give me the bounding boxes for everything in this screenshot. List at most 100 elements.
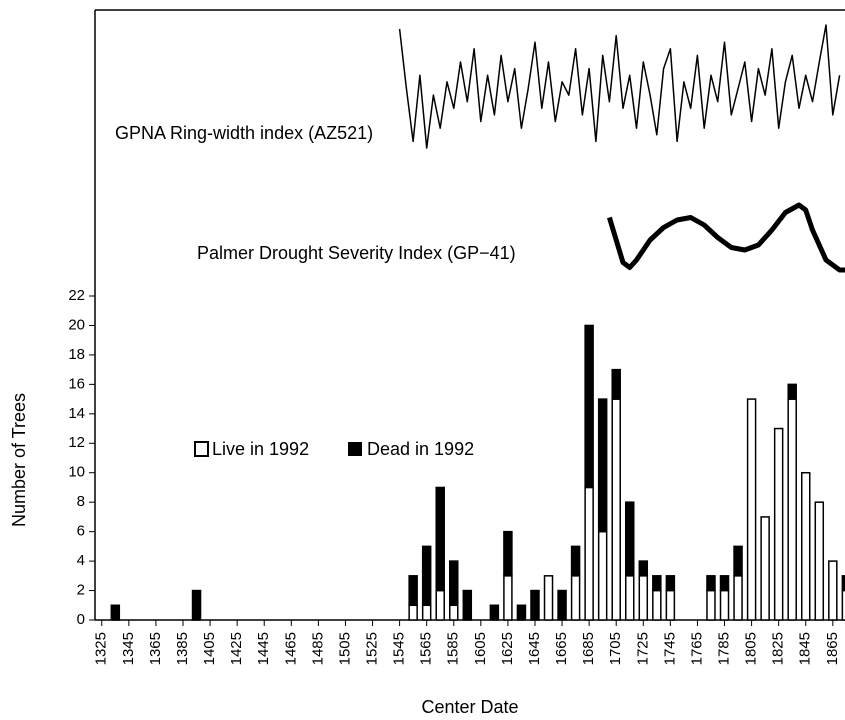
bar xyxy=(597,530,608,621)
x-tick-label: 1525 xyxy=(363,632,380,665)
bar xyxy=(584,324,594,489)
x-tick-label: 1445 xyxy=(255,632,272,665)
bar xyxy=(800,471,811,621)
x-tick-label: 1605 xyxy=(472,632,489,665)
x-tick-label: 1785 xyxy=(715,632,732,665)
bar xyxy=(638,560,649,577)
x-tick-label: 1485 xyxy=(309,632,326,665)
bar xyxy=(814,501,825,621)
bar xyxy=(435,589,445,621)
bar xyxy=(570,545,581,577)
x-tick-label: 1405 xyxy=(201,632,218,665)
bar xyxy=(408,604,418,621)
bar xyxy=(624,575,635,621)
x-axis-label: Center Date xyxy=(421,697,518,717)
y-tick-label: 10 xyxy=(68,464,85,481)
bar xyxy=(760,516,770,621)
bar xyxy=(787,398,797,621)
y-tick-label: 20 xyxy=(68,316,85,333)
y-tick-label: 22 xyxy=(68,287,85,304)
bar xyxy=(841,575,845,592)
y-axis-label: Number of Trees xyxy=(9,393,29,527)
x-tick-label: 1425 xyxy=(228,632,245,665)
y-tick-label: 6 xyxy=(77,523,85,540)
x-tick-label: 1685 xyxy=(580,632,597,665)
y-tick-label: 12 xyxy=(68,434,85,451)
y-tick-label: 8 xyxy=(77,493,85,510)
legend-label: Dead in 1992 xyxy=(367,439,474,459)
bar xyxy=(638,575,649,621)
bar xyxy=(489,604,500,621)
x-tick-label: 1705 xyxy=(607,632,624,665)
y-tick-label: 2 xyxy=(77,582,85,599)
bar xyxy=(570,575,581,621)
bar xyxy=(435,486,445,592)
line-label: GPNA Ring-width index (AZ521) xyxy=(115,123,373,143)
x-tick-label: 1385 xyxy=(174,632,191,665)
bar xyxy=(787,383,797,400)
x-tick-label: 1845 xyxy=(797,632,814,665)
bar xyxy=(557,589,567,621)
index-line xyxy=(398,24,841,149)
line-label: Palmer Drought Severity Index (GP−41) xyxy=(197,243,516,263)
x-tick-label: 1825 xyxy=(770,632,787,665)
x-tick-label: 1325 xyxy=(93,632,110,665)
y-tick-label: 0 xyxy=(77,611,85,628)
x-tick-label: 1505 xyxy=(336,632,353,665)
bar xyxy=(503,575,513,621)
bar xyxy=(543,575,554,621)
y-tick-label: 18 xyxy=(68,346,85,363)
x-tick-label: 1805 xyxy=(743,632,760,665)
bar xyxy=(652,589,662,621)
x-tick-label: 1645 xyxy=(526,632,543,665)
bar xyxy=(828,560,838,621)
bar xyxy=(516,604,527,621)
bar xyxy=(449,560,459,607)
bar xyxy=(597,398,608,533)
bar xyxy=(530,589,540,621)
bar xyxy=(719,589,730,621)
bar xyxy=(624,501,635,577)
bar xyxy=(503,530,513,577)
y-tick-label: 16 xyxy=(68,375,85,392)
bar xyxy=(462,589,473,621)
x-tick-label: 1865 xyxy=(824,632,841,665)
x-tick-label: 1725 xyxy=(634,632,651,665)
x-tick-label: 1365 xyxy=(147,632,164,665)
bar xyxy=(584,486,594,621)
bar xyxy=(421,604,432,621)
legend-label: Live in 1992 xyxy=(212,439,309,459)
legend-swatch xyxy=(194,441,209,457)
bar xyxy=(719,575,730,592)
y-tick-label: 14 xyxy=(68,405,85,422)
x-tick-label: 1745 xyxy=(661,632,678,665)
x-tick-label: 1345 xyxy=(120,632,137,665)
x-tick-label: 1585 xyxy=(445,632,462,665)
bar xyxy=(110,604,121,621)
bar xyxy=(611,368,621,400)
bar xyxy=(421,545,432,607)
bar xyxy=(733,575,743,621)
x-tick-label: 1625 xyxy=(499,632,516,665)
bar xyxy=(449,604,459,621)
bar xyxy=(841,589,845,621)
bar xyxy=(665,589,676,621)
bar xyxy=(665,575,676,592)
bar xyxy=(706,575,716,592)
bar xyxy=(408,575,418,607)
x-tick-label: 1765 xyxy=(688,632,705,665)
bar xyxy=(191,589,202,621)
index-line xyxy=(607,202,845,273)
bar xyxy=(733,545,743,577)
x-tick-label: 1465 xyxy=(282,632,299,665)
x-tick-label: 1545 xyxy=(391,632,408,665)
x-tick-label: 1665 xyxy=(553,632,570,665)
bar xyxy=(611,398,621,621)
bar xyxy=(773,427,784,621)
legend-swatch xyxy=(348,442,362,456)
bar xyxy=(706,589,716,621)
y-tick-label: 4 xyxy=(77,552,85,569)
bar xyxy=(746,398,757,621)
bar xyxy=(652,575,662,592)
